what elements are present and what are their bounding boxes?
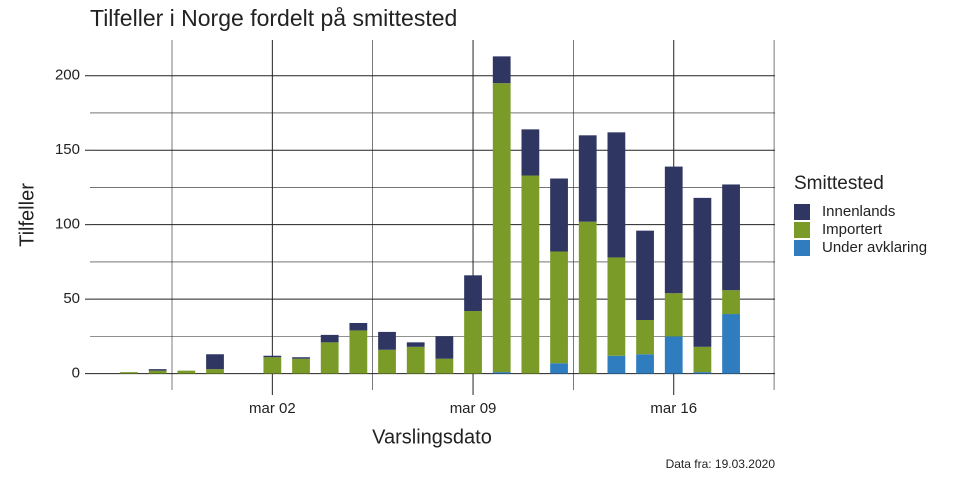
y-tick-label: 150 <box>55 141 80 158</box>
bar-segment <box>550 363 568 374</box>
bar-segment <box>177 370 196 374</box>
y-tick-label: 0 <box>72 365 80 382</box>
legend-label: Innenlands <box>822 203 895 220</box>
bar-segment <box>464 275 482 312</box>
bar-segment <box>693 372 712 374</box>
legend-label: Under avklaring <box>822 239 927 256</box>
bar-segment <box>120 372 138 374</box>
legend-swatch <box>794 222 810 238</box>
bar-segment <box>550 251 568 364</box>
bar-segment <box>492 83 511 373</box>
y-tick-label: 100 <box>55 216 80 233</box>
x-tick-label: mar 09 <box>450 400 497 417</box>
bar-segment <box>349 322 368 331</box>
bar-segment <box>435 336 454 359</box>
bar-segment <box>636 230 654 320</box>
bar-segment <box>722 290 740 315</box>
bar-segment <box>722 314 740 374</box>
bar-segment <box>492 56 511 84</box>
bar-segment <box>664 166 683 294</box>
bar-segment <box>148 369 167 371</box>
bar-segment <box>435 358 454 374</box>
bar-segment <box>406 346 425 374</box>
bar-segment <box>550 178 568 252</box>
y-axis-label: Tilfeller <box>16 183 38 247</box>
bar-segment <box>607 355 626 374</box>
bar-segment <box>664 336 683 374</box>
bar-segment <box>320 342 339 374</box>
bar-segment <box>206 369 224 374</box>
bar-segment <box>406 342 425 347</box>
bar-segment <box>521 129 540 176</box>
bar-segment <box>636 320 654 355</box>
legend-title: Smittested <box>794 173 884 194</box>
bar-segment <box>664 293 683 337</box>
chart-title: Tilfeller i Norge fordelt på smittested <box>90 5 457 31</box>
bar-segment <box>263 355 282 358</box>
bar-segment <box>292 357 310 359</box>
bar-segment <box>521 175 540 374</box>
x-tick-label: mar 16 <box>650 400 697 417</box>
bar-segment <box>492 372 511 374</box>
bar-segment <box>693 197 712 347</box>
bar-segment <box>607 132 626 258</box>
bar-segment <box>464 311 482 374</box>
y-tick-label: 200 <box>55 67 80 84</box>
caption: Data fra: 19.03.2020 <box>666 457 776 471</box>
bar-segment <box>349 330 368 374</box>
bar-segment <box>378 331 396 350</box>
x-axis-label: Varslingsdato <box>372 426 492 448</box>
bar-segment <box>578 135 597 222</box>
legend-swatch <box>794 204 810 220</box>
bar-segment <box>292 358 310 374</box>
bar-segment <box>320 334 339 343</box>
x-tick-label: mar 02 <box>249 400 296 417</box>
bar-segment <box>722 184 740 291</box>
bar-segment <box>263 357 282 374</box>
bar-segment <box>206 354 224 370</box>
bar-segment <box>607 257 626 356</box>
legend-swatch <box>794 240 810 256</box>
legend-label: Importert <box>822 221 883 238</box>
bar-segment <box>378 349 396 374</box>
bar-segment <box>636 354 654 374</box>
y-tick-label: 50 <box>63 290 80 307</box>
bar-segment <box>693 346 712 373</box>
bar-segment <box>148 370 167 374</box>
bar-segment <box>578 221 597 374</box>
